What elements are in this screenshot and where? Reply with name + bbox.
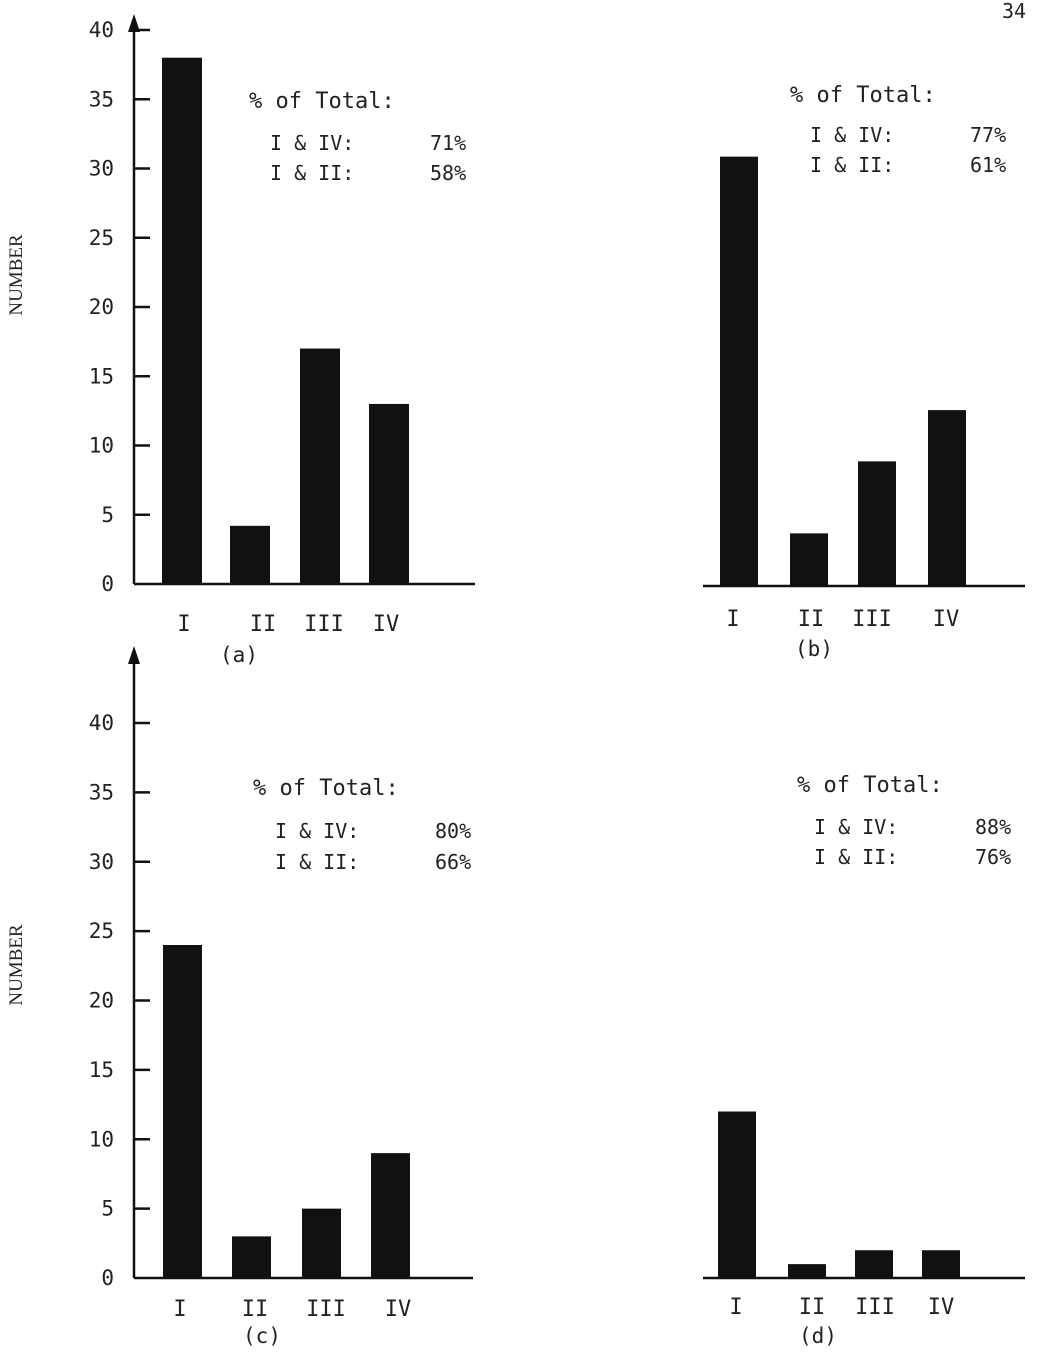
- category-label: III: [306, 1297, 346, 1322]
- bar: [718, 1111, 756, 1278]
- y-tick-label: 35: [89, 87, 114, 111]
- annotation-label: I & IV:: [814, 815, 898, 839]
- bar: [788, 1264, 826, 1278]
- panel-label: (c): [243, 1324, 281, 1348]
- y-tick-label: 10: [89, 434, 114, 458]
- annotation-title: % of Total:: [790, 83, 936, 108]
- bar: [790, 533, 828, 586]
- bar: [858, 461, 896, 586]
- annotation-value: 61%: [970, 153, 1006, 177]
- annotation-label: I & IV:: [810, 123, 894, 147]
- y-tick-label: 0: [101, 1266, 114, 1290]
- annotation-title: % of Total:: [797, 773, 943, 798]
- category-label: II: [798, 607, 825, 632]
- bar: [720, 156, 758, 586]
- category-label: I: [173, 1297, 186, 1322]
- y-tick-label: 40: [89, 711, 114, 735]
- y-tick-label: 20: [89, 989, 114, 1013]
- y-tick-label: 15: [89, 1058, 114, 1082]
- y-tick-label: 0: [101, 572, 114, 596]
- y-tick-label: 25: [89, 226, 114, 250]
- category-label: I: [726, 607, 739, 632]
- bar: [371, 1153, 410, 1278]
- annotation-value: 88%: [975, 815, 1011, 839]
- bar: [163, 945, 202, 1278]
- annotation-label: I & IV:: [275, 819, 359, 843]
- annotation-title: % of Total:: [249, 89, 395, 114]
- y-axis-arrow: [128, 646, 140, 664]
- bar: [928, 410, 966, 586]
- bar: [855, 1250, 893, 1278]
- bar: [162, 57, 202, 584]
- y-axis-arrow: [128, 14, 140, 32]
- y-tick-label: 5: [101, 503, 114, 527]
- category-label: IV: [933, 607, 960, 632]
- annotation-value: 80%: [435, 819, 471, 843]
- bar: [232, 1236, 271, 1278]
- bar: [369, 403, 409, 584]
- y-tick-label: 30: [89, 157, 114, 181]
- annotation-title: % of Total:: [253, 776, 399, 801]
- category-label: IV: [928, 1295, 955, 1320]
- annotation-value: 71%: [430, 131, 466, 155]
- category-label: IV: [385, 1297, 412, 1322]
- bar: [230, 525, 270, 584]
- page-number: 34: [1002, 0, 1026, 23]
- y-tick-label: 40: [89, 18, 114, 42]
- panel-label: (a): [220, 643, 258, 667]
- annotation-label: I & II:: [270, 161, 354, 185]
- category-label: II: [242, 1297, 269, 1322]
- annotation-label: I & II:: [810, 153, 894, 177]
- annotation-label: I & IV:: [270, 131, 354, 155]
- category-label: III: [852, 607, 892, 632]
- y-tick-label: 30: [89, 850, 114, 874]
- y-tick-label: 35: [89, 780, 114, 804]
- category-label: II: [250, 612, 277, 637]
- category-label: I: [177, 612, 190, 637]
- y-tick-label: 20: [89, 295, 114, 319]
- annotation-value: 77%: [970, 123, 1006, 147]
- annotation-label: I & II:: [814, 845, 898, 869]
- y-axis-label: NUMBER: [6, 924, 27, 1006]
- annotation-value: 76%: [975, 845, 1011, 869]
- category-label: IV: [373, 612, 400, 637]
- bar: [922, 1250, 960, 1278]
- panel-label: (b): [795, 637, 833, 661]
- category-label: II: [799, 1295, 826, 1320]
- bar: [300, 348, 340, 584]
- panel-label: (d): [799, 1324, 837, 1348]
- category-label: I: [729, 1295, 742, 1320]
- y-axis-label: NUMBER: [6, 234, 27, 316]
- y-tick-label: 5: [101, 1197, 114, 1221]
- y-tick-label: 25: [89, 919, 114, 943]
- y-tick-label: 10: [89, 1127, 114, 1151]
- bar: [302, 1208, 341, 1278]
- category-label: III: [855, 1295, 895, 1320]
- annotation-label: I & II:: [275, 850, 359, 874]
- y-tick-label: 15: [89, 364, 114, 388]
- category-label: III: [304, 612, 344, 637]
- annotation-value: 66%: [435, 850, 471, 874]
- annotation-value: 58%: [430, 161, 466, 185]
